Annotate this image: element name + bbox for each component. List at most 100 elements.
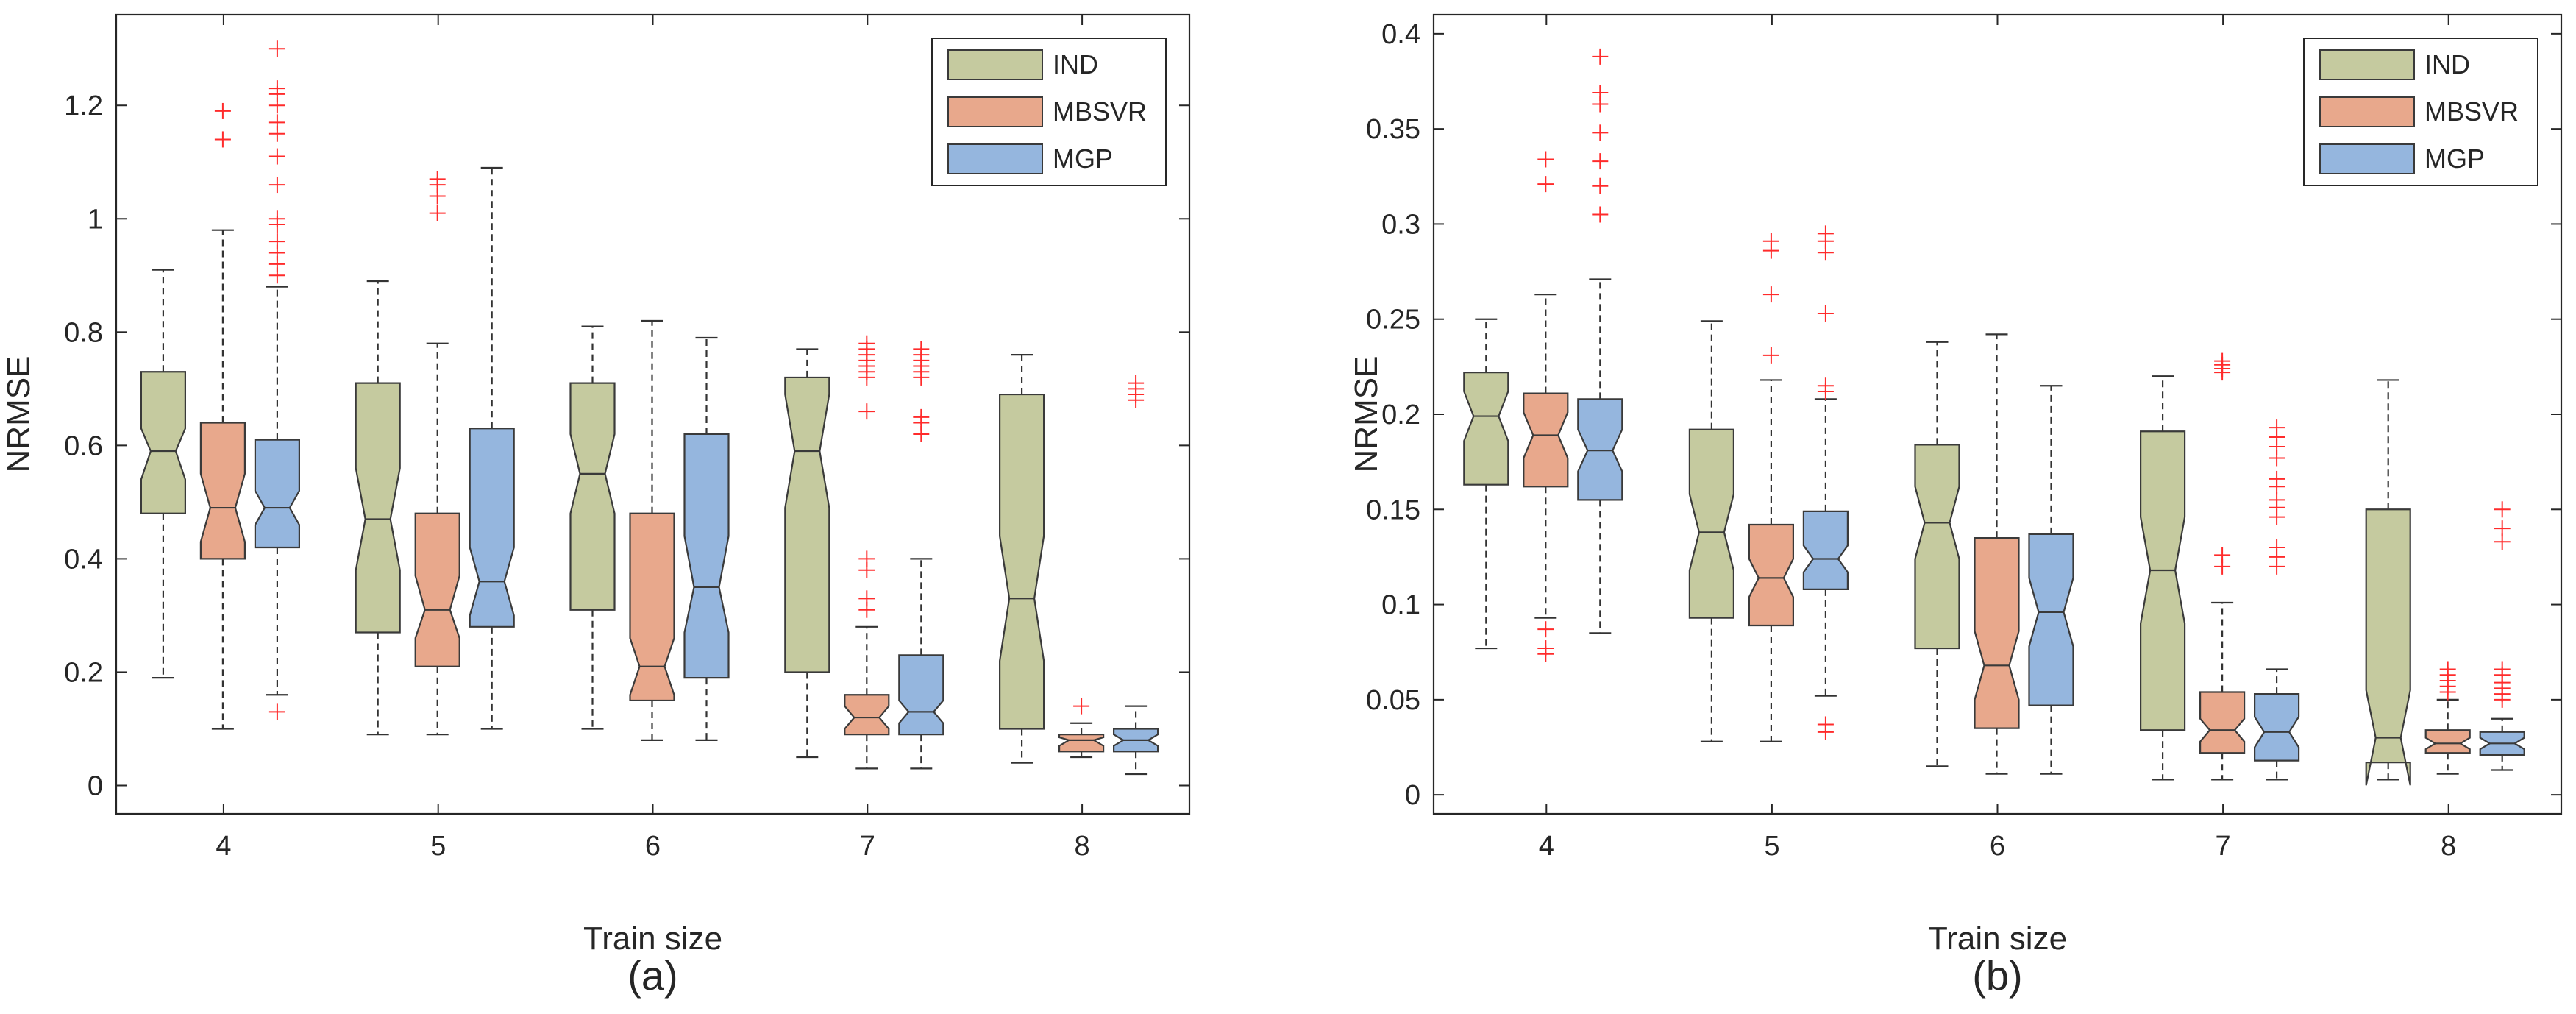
box-body [2424,729,2471,754]
legend-swatch [2319,49,2415,80]
legend-label: IND [2424,49,2470,79]
outlier-marker [1592,177,1609,194]
box-mgp-6 [683,336,730,741]
y-tick-label: 0.6 [64,430,103,461]
outlier-marker [1762,286,1779,303]
y-tick-label: 0.3 [1381,209,1420,240]
outlier-marker [2494,501,2511,518]
x-tick-label: 8 [1075,831,1090,862]
y-tick-label: 0.4 [1381,19,1420,50]
box-mbsvr-5 [414,171,460,736]
outlier-marker [1592,153,1609,170]
legend-item-ind: IND [947,49,1098,80]
outlier-marker [1592,124,1609,141]
y-tick-label: 0.2 [1381,400,1420,430]
box-ind-8 [998,354,1045,764]
legend-swatch [947,49,1043,80]
outlier-marker [1817,716,1834,733]
outlier-marker [268,80,285,97]
box-body [1802,510,1849,590]
box-body [2365,508,2411,786]
box-body [844,694,890,736]
outlier-marker [858,335,875,352]
box-body [1914,444,1960,650]
outlier-marker [913,408,930,425]
y-tick-label: 0.15 [1366,494,1420,525]
y-tick-label: 0 [1405,780,1420,811]
outlier-marker [1762,347,1779,364]
outlier-marker [858,403,875,420]
x-tick-label: 7 [860,831,875,862]
x-tick-label: 5 [430,831,446,862]
y-tick-label: 0 [88,770,103,801]
box-body [469,428,515,628]
box-ind-4 [1463,318,1509,650]
outlier-marker [268,703,285,720]
outlier-marker [268,177,285,194]
outlier-marker [2214,547,2231,564]
x-axis-label: Train size [1928,921,2067,957]
box-ind-6 [1914,341,1960,767]
outlier-marker [858,590,875,607]
box-mgp-8 [1112,375,1159,776]
outlier-marker [2269,470,2285,487]
box-body [1463,372,1509,486]
box-body [199,422,246,560]
box-ind-5 [1688,320,1734,742]
box-body [898,654,944,736]
outlier-marker [268,148,285,165]
outlier-marker [2439,661,2456,678]
box-ind-8 [2365,379,2411,786]
legend: IND MBSVR MGP [931,38,1167,186]
box-mbsvr-7 [844,335,890,770]
outlier-marker [1592,48,1609,65]
box-body [784,376,830,673]
legend-item-mgp: MGP [947,143,1113,174]
outlier-marker [268,114,285,131]
box-mbsvr-4 [199,102,246,730]
y-axis-label: NRMSE [1,356,37,473]
chart-panel-a: 0 0.2 0.4 0.6 0.8 1 1.2 4 5 6 7 8 Train size NRMSE (a)… [1,13,1191,999]
box-mbsvr-5 [1748,233,1794,742]
x-tick-label: 7 [2216,831,2231,862]
legend-label: MBSVR [2424,96,2519,127]
outlier-marker [2494,520,2511,537]
legend-label: MBSVR [1053,96,1147,127]
outlier-marker [1073,698,1090,715]
x-tick-label: 4 [1539,831,1554,862]
outlier-marker [268,210,285,227]
box-body [2140,430,2186,731]
y-tick-label: 1.2 [64,91,103,121]
y-tick-label: 1 [88,204,103,235]
x-tick-label: 6 [1990,831,2005,862]
box-body [629,512,675,702]
box-mbsvr-8 [1058,698,1105,759]
outlier-marker [2269,419,2285,436]
outlier-marker [2214,352,2231,369]
x-axis-label: Train size [583,921,722,957]
box-mgp-8 [2479,501,2525,771]
y-tick-label: 0.25 [1366,305,1420,336]
box-body [1974,536,2020,729]
outlier-marker [913,341,930,358]
box-mgp-6 [2028,385,2074,775]
legend-swatch [947,143,1043,174]
outlier-marker [858,550,875,567]
outlier-marker [1817,377,1834,394]
box-mbsvr-6 [629,319,675,741]
panel-label: (b) [1972,952,2022,999]
box-body [2028,533,2074,706]
outlier-marker [1762,233,1779,249]
box-ind-5 [355,280,401,736]
outlier-marker [214,131,231,148]
box-body [998,393,1045,730]
legend-label: MGP [1053,143,1113,174]
outlier-marker [429,171,446,188]
y-axis-label: NRMSE [1348,356,1384,473]
outlier-marker [1817,305,1834,322]
box-mbsvr-7 [2199,352,2246,781]
box-mbsvr-6 [1974,333,2020,775]
box-body [683,433,730,679]
box-body [254,439,300,549]
outlier-marker [1592,206,1609,223]
